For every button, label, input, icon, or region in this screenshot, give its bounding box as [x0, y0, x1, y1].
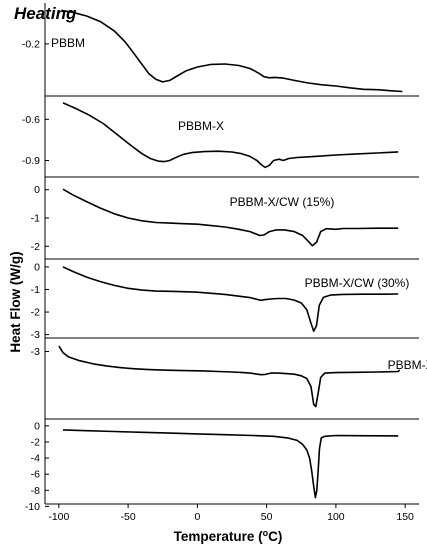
x-tick-label: 100: [327, 511, 345, 523]
series-line: [62, 266, 399, 332]
series-label: PBBM-X/CW (30%): [305, 276, 410, 290]
y-tick-label: -2: [31, 436, 40, 448]
y-tick-label: -0.9: [22, 155, 40, 167]
series-line: [62, 429, 399, 499]
series-line: [58, 345, 401, 408]
series-line: [61, 9, 403, 93]
y-tick-label: -1: [31, 284, 40, 296]
chart-panels: -0.2 PBBM -0.6 -0.9 PBBM-X 0 -1 -2 PBBM-X/CW (15…: [22, 9, 427, 513]
panel-6: 0-2-4-6-8-10CW: [25, 418, 419, 513]
y-tick-label: 0: [34, 184, 40, 196]
panel-3: 0 -1 -2 PBBM-X/CW (15%): [31, 176, 419, 253]
series-label: PBBM-X: [178, 119, 224, 133]
y-tick-label: -8: [31, 485, 40, 497]
series-label: PBBM: [51, 36, 85, 50]
panel-2: -0.6 -0.9 PBBM-X: [22, 95, 419, 169]
x-axis-title: Temperature (oC): [174, 528, 283, 544]
y-tick-label: -0.2: [22, 38, 40, 50]
y-tick-label: -3: [31, 346, 40, 358]
y-tick-label: 0: [34, 261, 40, 273]
x-tick-label: -100: [48, 511, 69, 523]
panel-4: 0 -1 -2 -3 PBBM-X/CW (30%): [31, 258, 419, 341]
series-line: [62, 102, 399, 169]
y-tick-label: 0: [34, 420, 40, 432]
x-tick-label: 0: [194, 511, 200, 523]
y-tick-label: -4: [31, 453, 40, 465]
series-line: [62, 188, 399, 247]
x-tick-label: 50: [261, 511, 273, 523]
series-label: PBBM-X/CW (15%): [230, 195, 335, 209]
y-tick-label: -6: [31, 469, 40, 481]
y-tick-label: -2: [31, 241, 40, 253]
panel-1: -0.2 PBBM: [22, 9, 403, 93]
series-label: PBBM-X/CW (40%): [388, 358, 427, 372]
plot-frame: [44, 3, 419, 505]
x-tick-label: 150: [396, 511, 414, 523]
x-axis: -100 -50 0 50 100 150: [48, 504, 414, 523]
x-tick-label: -50: [121, 511, 136, 523]
y-tick-label: -2: [31, 307, 40, 319]
y-tick-label: -3: [31, 329, 40, 341]
panel-5: -3 PBBM-X/CW (40%): [31, 337, 427, 408]
y-axis-title: Heat Flow (W/g): [8, 251, 23, 352]
y-tick-label: -10: [25, 501, 40, 513]
y-tick-label: -1: [31, 213, 40, 225]
y-tick-label: -0.6: [22, 114, 40, 126]
